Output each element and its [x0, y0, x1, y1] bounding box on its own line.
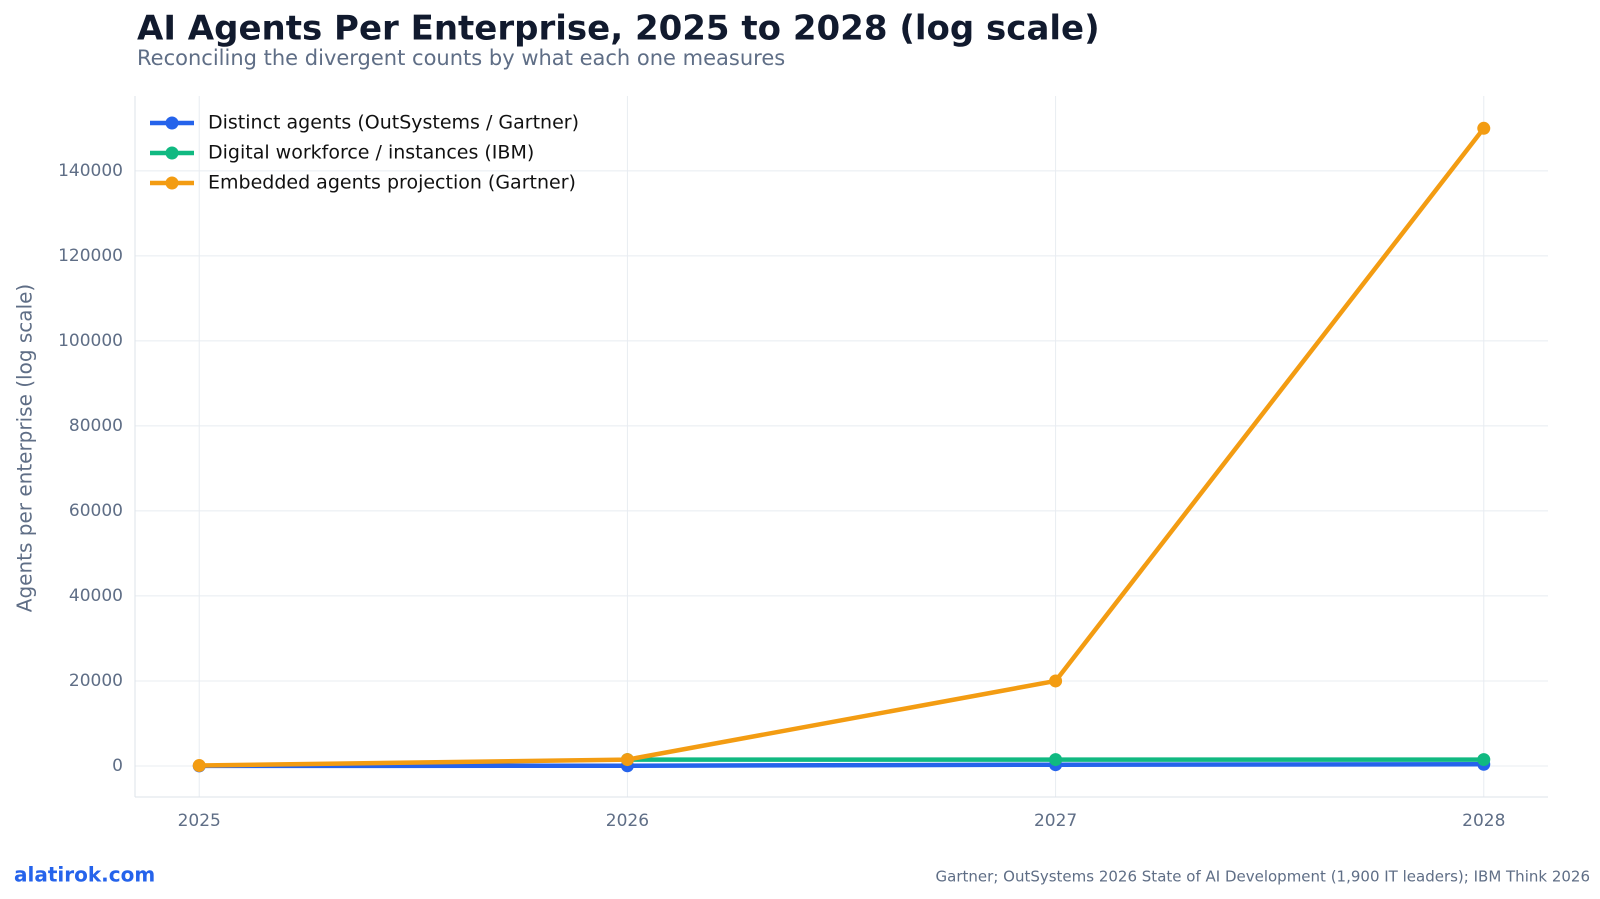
legend-marker — [165, 176, 179, 190]
y-axis-label: Agents per enterprise (log scale) — [13, 284, 37, 612]
legend-marker — [165, 116, 179, 130]
x-tick-label: 2027 — [1034, 811, 1077, 831]
series-line — [199, 126, 1486, 768]
x-tick-label: 2028 — [1462, 811, 1505, 831]
y-tick-label: 120000 — [58, 246, 123, 266]
y-tick-label: 20000 — [69, 671, 123, 691]
legend-label: Distinct agents (OutSystems / Gartner) — [208, 112, 579, 134]
x-tick-label: 2025 — [178, 811, 221, 831]
data-point — [1477, 121, 1491, 135]
series-line — [199, 762, 1484, 769]
y-tick-label: 0 — [112, 756, 123, 776]
chart-title: AI Agents Per Enterprise, 2025 to 2028 (… — [137, 9, 1100, 49]
legend-marker — [165, 146, 179, 160]
y-tick-label: 140000 — [58, 161, 123, 181]
y-tick-label: 80000 — [69, 416, 123, 436]
y-tick-label: 60000 — [69, 501, 123, 521]
brand: alatirok.com — [14, 863, 155, 887]
data-point — [620, 753, 634, 767]
data-point — [1049, 753, 1063, 767]
x-tick-label: 2026 — [606, 811, 649, 831]
y-tick-label: 100000 — [58, 331, 123, 351]
data-point — [1049, 674, 1063, 688]
legend-label: Digital workforce / instances (IBM) — [208, 142, 534, 164]
chart-subtitle: Reconciling the divergent counts by what… — [137, 46, 785, 70]
legend-label: Embedded agents projection (Gartner) — [208, 172, 576, 194]
data-point — [192, 759, 206, 773]
data-point — [1477, 753, 1491, 767]
y-tick-label: 40000 — [69, 586, 123, 606]
source: Gartner; OutSystems 2026 State of AI Dev… — [936, 868, 1590, 886]
plot-area: 0 20000 40000 60000 80000 100000 120000 140000 2… — [58, 96, 1548, 831]
